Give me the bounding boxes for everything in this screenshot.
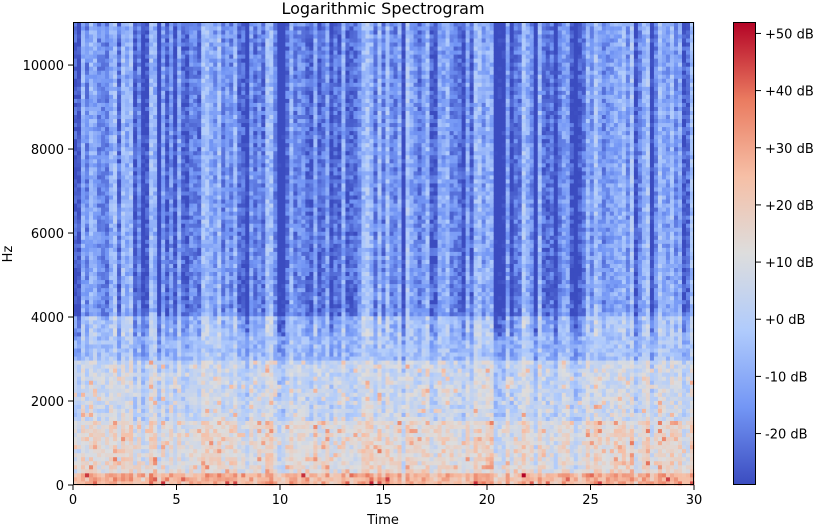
y-axis: 0 2000 4000 6000 8000 10000 (23, 59, 73, 494)
colorbar-tick-label: +30 dB (765, 142, 814, 157)
x-tick-label: 10 (272, 493, 289, 508)
colorbar-ticks: +50 dB +40 dB +30 dB +20 dB +10 dB +0 dB -10 d… (756, 27, 814, 442)
x-axis: 0 5 10 15 20 25 30 (69, 485, 702, 508)
colorbar-tick-label: +20 dB (765, 199, 814, 214)
y-tick-label: 6000 (31, 227, 64, 242)
y-axis-label: Hz (1, 246, 16, 263)
x-tick-label: 0 (69, 493, 77, 508)
colorbar-tick-label: -20 dB (765, 428, 808, 443)
y-tick-label: 0 (56, 479, 64, 494)
y-tick-label: 8000 (31, 143, 64, 158)
colorbar-tick-label: -10 dB (765, 370, 808, 385)
colorbar-tick-label: +10 dB (765, 256, 814, 271)
colorbar (734, 23, 756, 485)
spectrogram-image (73, 22, 694, 485)
x-tick-label: 20 (479, 493, 496, 508)
colorbar-tick-label: +40 dB (765, 85, 814, 100)
colorbar-tick-label: +50 dB (765, 27, 814, 42)
x-axis-label: Time (366, 513, 399, 527)
x-tick-label: 15 (375, 493, 392, 508)
y-tick-label: 4000 (31, 311, 64, 326)
y-tick-label: 10000 (23, 59, 64, 74)
colorbar-tick-label: +0 dB (765, 313, 805, 328)
y-tick-label: 2000 (31, 395, 64, 410)
chart-title: Logarithmic Spectrogram (281, 0, 484, 18)
x-tick-label: 5 (172, 493, 180, 508)
x-tick-label: 30 (686, 493, 703, 508)
x-tick-label: 25 (582, 493, 599, 508)
